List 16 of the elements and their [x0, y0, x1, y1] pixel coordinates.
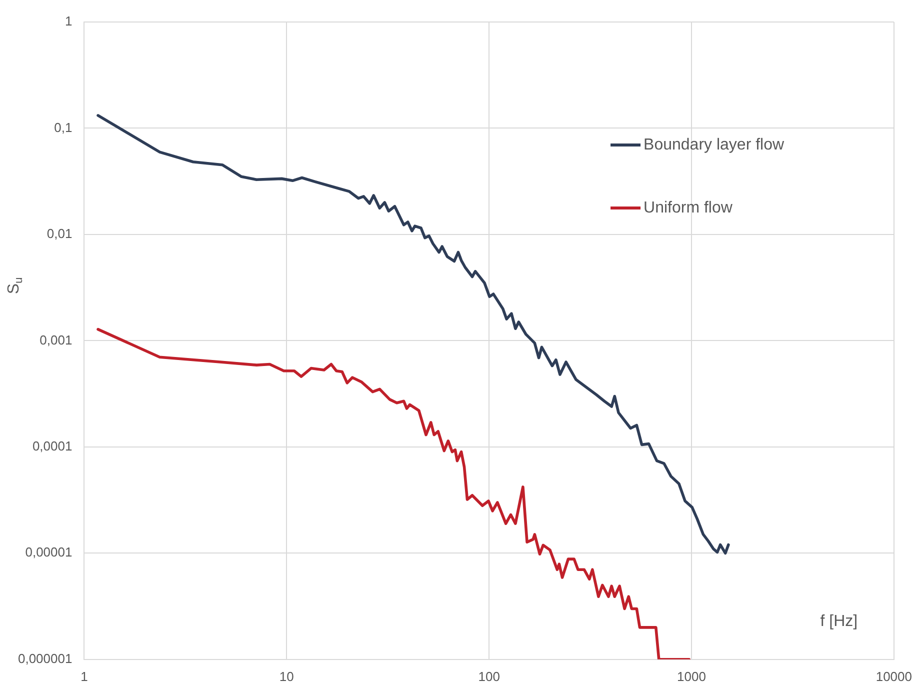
legend-label: Uniform flow [644, 199, 733, 216]
y-axis-title: Su [5, 277, 25, 294]
x-tick-label: 1 [80, 668, 88, 684]
x-tick-label: 1000 [677, 668, 706, 684]
x-tick-label: 100 [478, 668, 500, 684]
legend-label: Boundary layer flow [644, 136, 784, 154]
x-axis-title: f [Hz] [820, 612, 858, 630]
y-tick-label: 0,000001 [18, 650, 72, 666]
y-tick-label: 0,001 [40, 332, 72, 348]
y-tick-label: 0,01 [46, 226, 72, 242]
x-tick-label: 10 [279, 668, 294, 684]
y-tick-label: 0,1 [54, 120, 72, 135]
y-tick-label: 1 [64, 14, 72, 29]
y-tick-label: 0,0001 [32, 438, 72, 454]
x-tick-label: 10000 [876, 668, 912, 684]
y-tick-label: 0,00001 [25, 544, 72, 560]
